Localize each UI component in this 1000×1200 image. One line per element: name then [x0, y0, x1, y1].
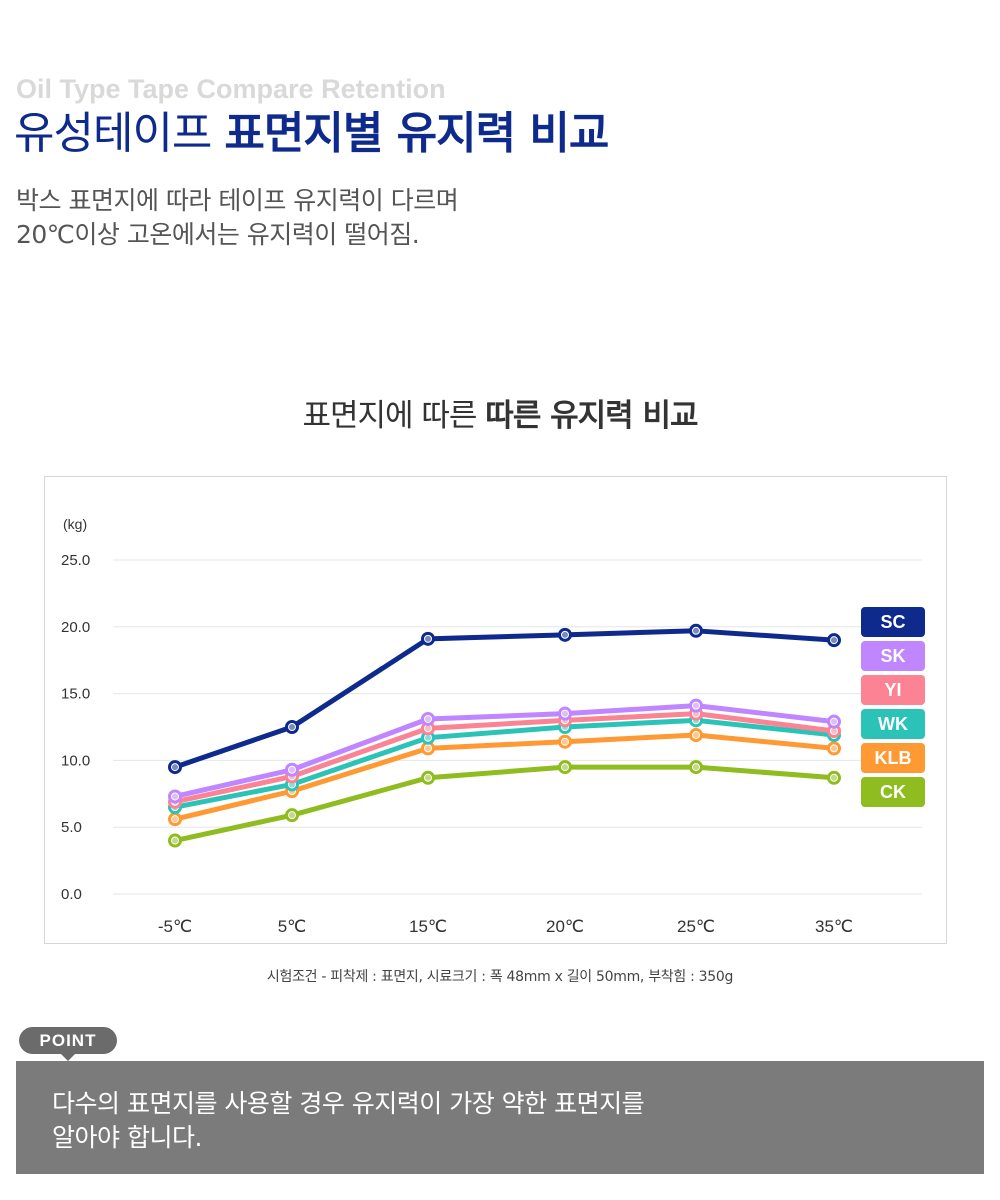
data-point-center-sk — [831, 718, 837, 725]
legend-item-klb: KLB — [861, 743, 925, 773]
data-point-center-sc — [693, 627, 699, 634]
description: 박스 표면지에 따라 테이프 유지력이 다르며 20℃이상 고온에서는 유지력이… — [16, 184, 459, 252]
chart-container: (kg) 25.0 20.0 15.0 10.0 5.0 0.0 -5℃ 5℃ 15℃ 20℃ 25℃… — [44, 476, 947, 944]
data-point-center-ck — [425, 774, 431, 781]
legend-item-sc: SC — [861, 607, 925, 637]
page-title-normal: 유성테이프 — [14, 108, 225, 159]
legend-item-sk: SK — [861, 641, 925, 671]
chart-legend: SC SK YI WK KLB CK — [861, 607, 925, 811]
series-line-ck — [172, 764, 837, 844]
y-tick-label: 10.0 — [61, 752, 90, 769]
data-point-center-klb — [693, 732, 699, 739]
point-line-1: 다수의 표면지를 사용할 경우 유지력이 가장 약한 표면지를 — [52, 1089, 645, 1118]
data-point-center-ck — [289, 812, 295, 819]
series-line-sk — [172, 703, 837, 799]
chart-title: 표면지에 따른 따른 유지력 비교 — [0, 390, 1000, 435]
x-tick-label: 20℃ — [546, 917, 584, 936]
y-tick-label: 0.0 — [61, 886, 82, 903]
data-point-center-klb — [425, 745, 431, 752]
data-point-center-ck — [831, 774, 837, 781]
data-point-center-klb — [172, 816, 178, 823]
point-box: 다수의 표면지를 사용할 경우 유지력이 가장 약한 표면지를 알아야 합니다. — [16, 1061, 984, 1174]
point-badge: POINT — [19, 1027, 117, 1054]
description-line-2: 20℃이상 고온에서는 유지력이 떨어짐. — [16, 220, 420, 249]
data-point-center-sc — [425, 635, 431, 642]
test-condition: 시험조건 - 피착제 : 표면지, 시료크기 : 폭 48mm x 길이 50m… — [266, 969, 734, 985]
data-point-center-sc — [562, 631, 568, 638]
x-tick-label: 25℃ — [677, 917, 715, 936]
data-point-center-sk — [172, 793, 178, 800]
page-title: 유성테이프 표면지별 유지력 비교 — [14, 106, 609, 162]
data-point-center-sc — [289, 724, 295, 730]
legend-item-yi: YI — [861, 675, 925, 705]
data-point-center-sk — [289, 766, 295, 773]
data-point-center-sk — [425, 715, 431, 722]
x-tick-label: 35℃ — [815, 917, 853, 936]
point-line-2: 알아야 합니다. — [52, 1123, 202, 1152]
data-point-center-klb — [831, 745, 837, 752]
data-point-center-yi — [831, 728, 837, 735]
data-point-center-wk — [425, 734, 431, 741]
data-point-center-sk — [693, 702, 699, 709]
data-point-center-klb — [562, 738, 568, 745]
english-subtitle: Oil Type Tape Compare Retention — [16, 74, 446, 104]
data-point-center-ck — [562, 764, 568, 771]
data-point-center-sc — [172, 764, 178, 771]
x-tick-label: 5℃ — [278, 917, 307, 936]
series-line-wk — [172, 717, 837, 810]
data-point-center-ck — [693, 764, 699, 771]
page-title-bold: 표면지별 유지력 비교 — [224, 108, 609, 159]
description-line-1: 박스 표면지에 따라 테이프 유지력이 다르며 — [16, 186, 459, 215]
data-point-center-ck — [172, 837, 178, 844]
y-tick-label: 20.0 — [61, 619, 90, 636]
x-tick-label: 15℃ — [409, 917, 447, 936]
chart-title-normal: 표면지에 따른 — [302, 398, 486, 434]
data-point-center-sk — [562, 710, 568, 717]
x-tick-label: -5℃ — [158, 917, 192, 936]
y-tick-label: 5.0 — [61, 819, 82, 836]
y-tick-label: 15.0 — [61, 686, 90, 703]
chart-title-bold: 따른 유지력 비교 — [485, 398, 698, 434]
data-point-center-yi — [425, 725, 431, 732]
series-line-yi — [172, 711, 837, 805]
line-chart: (kg) 25.0 20.0 15.0 10.0 5.0 0.0 -5℃ 5℃ 15℃ 20℃ 25℃… — [61, 516, 922, 936]
y-tick-label: 25.0 — [61, 552, 90, 569]
point-badge-pointer — [60, 1053, 76, 1061]
series-line-sc — [172, 628, 837, 770]
legend-item-ck: CK — [861, 777, 925, 807]
y-axis-unit-label: (kg) — [63, 516, 87, 532]
series-line-klb — [172, 732, 837, 822]
legend-item-wk: WK — [861, 709, 925, 739]
data-point-center-sc — [831, 637, 837, 644]
